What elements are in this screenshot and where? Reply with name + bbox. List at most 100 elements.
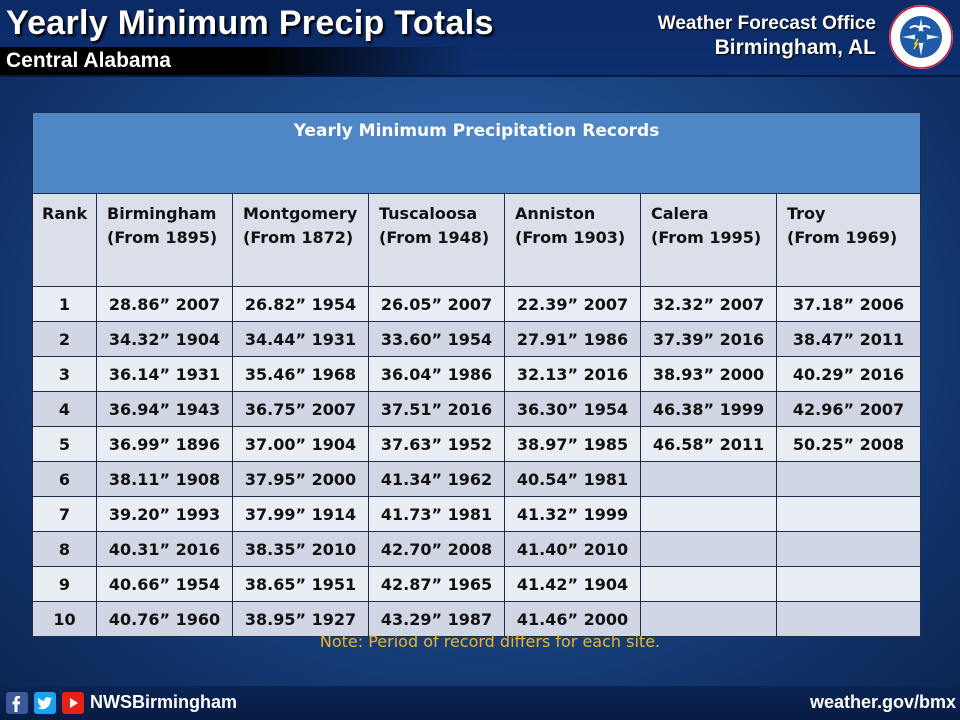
social-handle[interactable]: NWSBirmingham [90,692,238,712]
record-cell: 37.51” 2016 [368,391,505,427]
column-header: Rank [32,193,97,287]
record-cell: 42.96” 2007 [775,391,922,427]
table-row: 4 36.94” 1943 36.75” 2007 37.51” 2016 36.30”… [32,391,922,427]
column-header-name: Troy [787,204,826,223]
record-cell: 50.25” 2008 [775,426,922,462]
record-cell: 40.66” 1954 [96,566,233,602]
column-header: Tuscaloosa (From 1948) [368,193,505,287]
record-cell: 34.32” 1904 [96,321,233,357]
table-row: 9 40.66” 1954 38.65” 1951 42.87” 1965 41.42”… [32,566,922,602]
rank-cell: 4 [32,391,97,427]
record-cell: 41.34” 1962 [368,461,505,497]
record-cell: 34.44” 1931 [232,321,369,357]
record-cell: 38.65” 1951 [232,566,369,602]
table-row: 8 40.31” 2016 38.35” 2010 42.70” 2008 41.40”… [32,531,922,567]
record-cell: 41.46” 2000 [504,601,641,637]
column-header-period: (From 1872) [243,228,354,247]
facebook-icon[interactable] [6,692,28,714]
record-cell: 36.04” 1986 [368,356,505,392]
column-header: Troy (From 1969) [775,193,922,287]
record-cell [640,566,777,602]
table-row: 7 39.20” 1993 37.99” 1914 41.73” 1981 41.32”… [32,496,922,532]
page-title: Yearly Minimum Precip Totals [6,4,494,42]
table-header-row: Rank Birmingham (From 1895) Montgomery (From… [32,193,922,287]
rank-cell: 1 [32,286,97,322]
column-header-name: Calera [651,204,709,223]
rank-cell: 10 [32,601,97,637]
page-subtitle: Central Alabama [6,49,171,72]
record-cell: 32.13” 2016 [504,356,641,392]
column-header-name: Anniston [515,204,596,223]
record-cell [775,601,922,637]
column-header: Calera (From 1995) [640,193,777,287]
record-cell [640,496,777,532]
office-location: Birmingham, AL [714,36,876,59]
office-name: Weather Forecast Office [657,13,876,34]
records-table: Yearly Minimum Precipitation Records Ran… [31,112,922,637]
record-cell: 37.95” 2000 [232,461,369,497]
record-cell: 46.38” 1999 [640,391,777,427]
subtitle-bar [0,47,470,75]
record-cell: 40.76” 1960 [96,601,233,637]
record-cell: 40.54” 1981 [504,461,641,497]
record-cell: 37.99” 1914 [232,496,369,532]
record-cell: 40.31” 2016 [96,531,233,567]
table-row: 2 34.32” 1904 34.44” 1931 33.60” 1954 27.91”… [32,321,922,357]
record-cell [640,531,777,567]
rank-cell: 3 [32,356,97,392]
record-cell: 38.95” 1927 [232,601,369,637]
record-cell: 36.94” 1943 [96,391,233,427]
record-cell: 37.63” 1952 [368,426,505,462]
record-cell: 40.29” 2016 [775,356,922,392]
rank-cell: 8 [32,531,97,567]
column-header-period: (From 1903) [515,228,626,247]
record-cell [775,496,922,532]
record-cell: 33.60” 1954 [368,321,505,357]
rank-cell: 2 [32,321,97,357]
record-cell [640,461,777,497]
nws-logo-icon [889,5,953,69]
record-cell: 46.58” 2011 [640,426,777,462]
table-row: 10 40.76” 1960 38.95” 1927 43.29” 1987 41.46… [32,601,922,637]
column-header: Montgomery (From 1872) [232,193,369,287]
record-cell: 37.18” 2006 [775,286,922,322]
record-cell: 22.39” 2007 [504,286,641,322]
record-cell: 35.46” 1968 [232,356,369,392]
record-cell: 27.91” 1986 [504,321,641,357]
table-row: 6 38.11” 1908 37.95” 2000 41.34” 1962 40.54”… [32,461,922,497]
record-cell: 38.47” 2011 [775,321,922,357]
column-header: Anniston (From 1903) [504,193,641,287]
record-cell: 36.75” 2007 [232,391,369,427]
record-cell: 36.30” 1954 [504,391,641,427]
record-cell: 41.40” 2010 [504,531,641,567]
column-header-name: Rank [42,204,88,223]
record-cell: 42.70” 2008 [368,531,505,567]
record-cell: 38.35” 2010 [232,531,369,567]
twitter-icon[interactable] [34,692,56,714]
rank-cell: 6 [32,461,97,497]
record-cell: 32.32” 2007 [640,286,777,322]
youtube-icon[interactable] [62,692,84,714]
footnote: Note: Period of record differs for each … [319,632,661,651]
column-header-period: (From 1895) [107,228,218,247]
column-header-name: Montgomery [243,204,358,223]
table-row: 3 36.14” 1931 35.46” 1968 36.04” 1986 32.13”… [32,356,922,392]
record-cell: 43.29” 1987 [368,601,505,637]
column-header-name: Birmingham [107,204,217,223]
record-cell [775,566,922,602]
table-row: 1 28.86” 2007 26.82” 1954 26.05” 2007 22.39”… [32,286,922,322]
website-link[interactable]: weather.gov/bmx [809,692,956,712]
rank-cell: 5 [32,426,97,462]
record-cell [775,531,922,567]
record-cell: 38.97” 1985 [504,426,641,462]
record-cell: 37.39” 2016 [640,321,777,357]
column-header: Birmingham (From 1895) [96,193,233,287]
record-cell: 42.87” 1965 [368,566,505,602]
column-header-period: (From 1995) [651,228,762,247]
table-row: 5 36.99” 1896 37.00” 1904 37.63” 1952 38.97”… [32,426,922,462]
record-cell: 41.32” 1999 [504,496,641,532]
record-cell: 37.00” 1904 [232,426,369,462]
table-body: 1 28.86” 2007 26.82” 1954 26.05” 2007 22.39”… [32,286,922,637]
column-header-period: (From 1948) [379,228,490,247]
column-header-name: Tuscaloosa [379,204,478,223]
